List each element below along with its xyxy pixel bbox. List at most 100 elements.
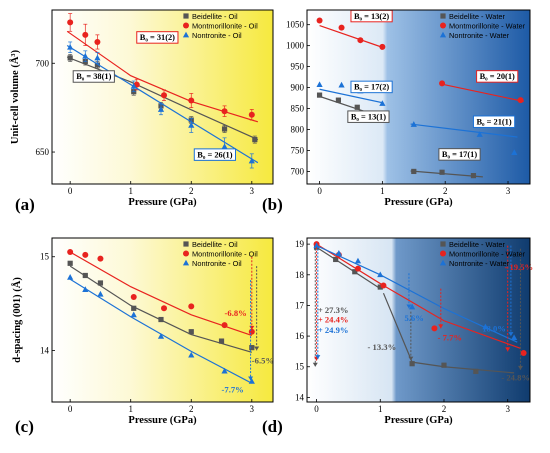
b0-label-box — [350, 80, 393, 94]
fit-line — [410, 170, 483, 178]
data-point — [439, 169, 445, 175]
legend-entry: Nontronite - Water — [449, 259, 510, 268]
legend-entry: Nontronite - Oil — [192, 259, 242, 268]
y-tick-label: 850 — [291, 104, 305, 114]
legend-entry: Montmorillonite - Water — [449, 250, 526, 259]
data-point — [441, 362, 447, 368]
data-point — [130, 294, 137, 301]
fit-line — [316, 245, 518, 343]
change-label: -7.7% — [222, 385, 244, 395]
x-axis-label: Pressure (GPa) — [128, 415, 197, 426]
b0-label: B₀ = 13(2) — [354, 12, 389, 21]
fit-line — [382, 292, 515, 374]
data-point — [130, 311, 137, 318]
data-point — [218, 338, 225, 344]
data-point — [511, 149, 518, 155]
panel-a: B₀ = 31(2) B₀ = 38(1) B₀ = 26(1) 0 1 2 3 650 700… — [9, 9, 274, 214]
legend-marker — [439, 31, 447, 38]
data-point — [188, 122, 195, 128]
change-label: - 19.5% — [505, 262, 534, 272]
data-point — [248, 111, 255, 118]
legend-entry: Montmorillonite - Water — [449, 22, 526, 31]
legend-entry: Montmorillonite - Oil — [192, 250, 258, 259]
change-label: + 24.4% — [318, 314, 349, 324]
x-tick-label: 2 — [189, 404, 194, 414]
data-point — [335, 250, 342, 256]
change-label: -6.8% — [225, 308, 247, 318]
y-tick-label: 15 — [295, 362, 305, 372]
panel-label: (d) — [262, 417, 283, 436]
b0-label: B₀ = 31(2) — [140, 33, 175, 42]
data-point — [476, 131, 483, 137]
b0-label-box — [438, 148, 481, 161]
panel-b: B₀ = 13(2) B₀ = 17(2) B₀ = 13(1) B₀ = 20(1)… — [262, 9, 531, 214]
x-tick-label: 2 — [442, 404, 447, 414]
data-point — [316, 17, 323, 24]
fit-line — [319, 88, 383, 104]
b0-label-box — [476, 70, 519, 83]
legend-entry: Beidellite - Water — [449, 12, 506, 21]
arrow-head — [254, 346, 260, 351]
b0-label-box — [136, 31, 179, 44]
arrow-head — [315, 355, 321, 360]
x-tick-label: 3 — [250, 186, 255, 196]
panel-label: (b) — [262, 195, 283, 214]
legend-marker — [440, 13, 446, 19]
x-tick-label: 2 — [443, 186, 448, 196]
y-axis-label: d-spacing (001) (Å) — [11, 277, 23, 363]
data-point — [379, 100, 386, 106]
data-point — [97, 280, 104, 286]
y-tick-label: 15 — [40, 252, 50, 262]
y-tick-label: 19 — [295, 239, 305, 249]
data-point — [473, 368, 479, 374]
data-point — [188, 329, 194, 335]
x-tick-label: 3 — [505, 404, 510, 414]
fit-line — [319, 24, 383, 48]
y-tick-label: 800 — [291, 124, 305, 134]
data-point — [249, 345, 255, 351]
data-point — [248, 157, 255, 164]
legend-marker — [183, 250, 189, 257]
data-point — [82, 251, 89, 258]
x-tick-label: 0 — [68, 186, 73, 196]
data-point — [316, 81, 323, 88]
legend-marker — [440, 22, 446, 29]
fit-line — [66, 44, 259, 164]
change-label: - 7.7% — [438, 333, 462, 343]
legend-entry: Beidellite - Water — [449, 240, 506, 249]
x-tick-label: 0 — [68, 404, 73, 414]
fit-line — [410, 123, 518, 138]
data-point — [252, 137, 258, 143]
y-tick-label: 700 — [36, 58, 50, 68]
y-tick-label: 650 — [36, 147, 50, 157]
data-point — [188, 303, 195, 310]
x-tick-label: 3 — [250, 404, 255, 414]
b0-label-box — [472, 115, 516, 128]
legend-marker — [439, 259, 447, 266]
data-point — [157, 333, 165, 339]
plot-frame — [306, 9, 531, 185]
y-tick-label: 750 — [291, 145, 305, 155]
y-tick-label: 18 — [295, 270, 305, 280]
data-point — [520, 349, 527, 356]
plot-background — [307, 10, 530, 184]
x-tick-label: 2 — [189, 186, 194, 196]
data-point — [354, 257, 362, 264]
data-point — [221, 143, 228, 150]
data-point — [97, 255, 104, 262]
legend-entry: Nontronite - Oil — [192, 31, 242, 40]
y-tick-label: 17 — [295, 300, 305, 310]
arrow-head — [406, 304, 412, 309]
data-point — [161, 92, 168, 99]
fit-line — [316, 246, 381, 290]
change-label: 18.0% — [482, 323, 506, 333]
data-point — [94, 62, 101, 68]
arrow-head — [505, 347, 511, 352]
x-axis-label: Pressure (GPa) — [384, 415, 453, 426]
arrow-head — [408, 356, 414, 361]
x-tick-label: 1 — [380, 186, 385, 196]
x-tick-label: 1 — [128, 404, 133, 414]
